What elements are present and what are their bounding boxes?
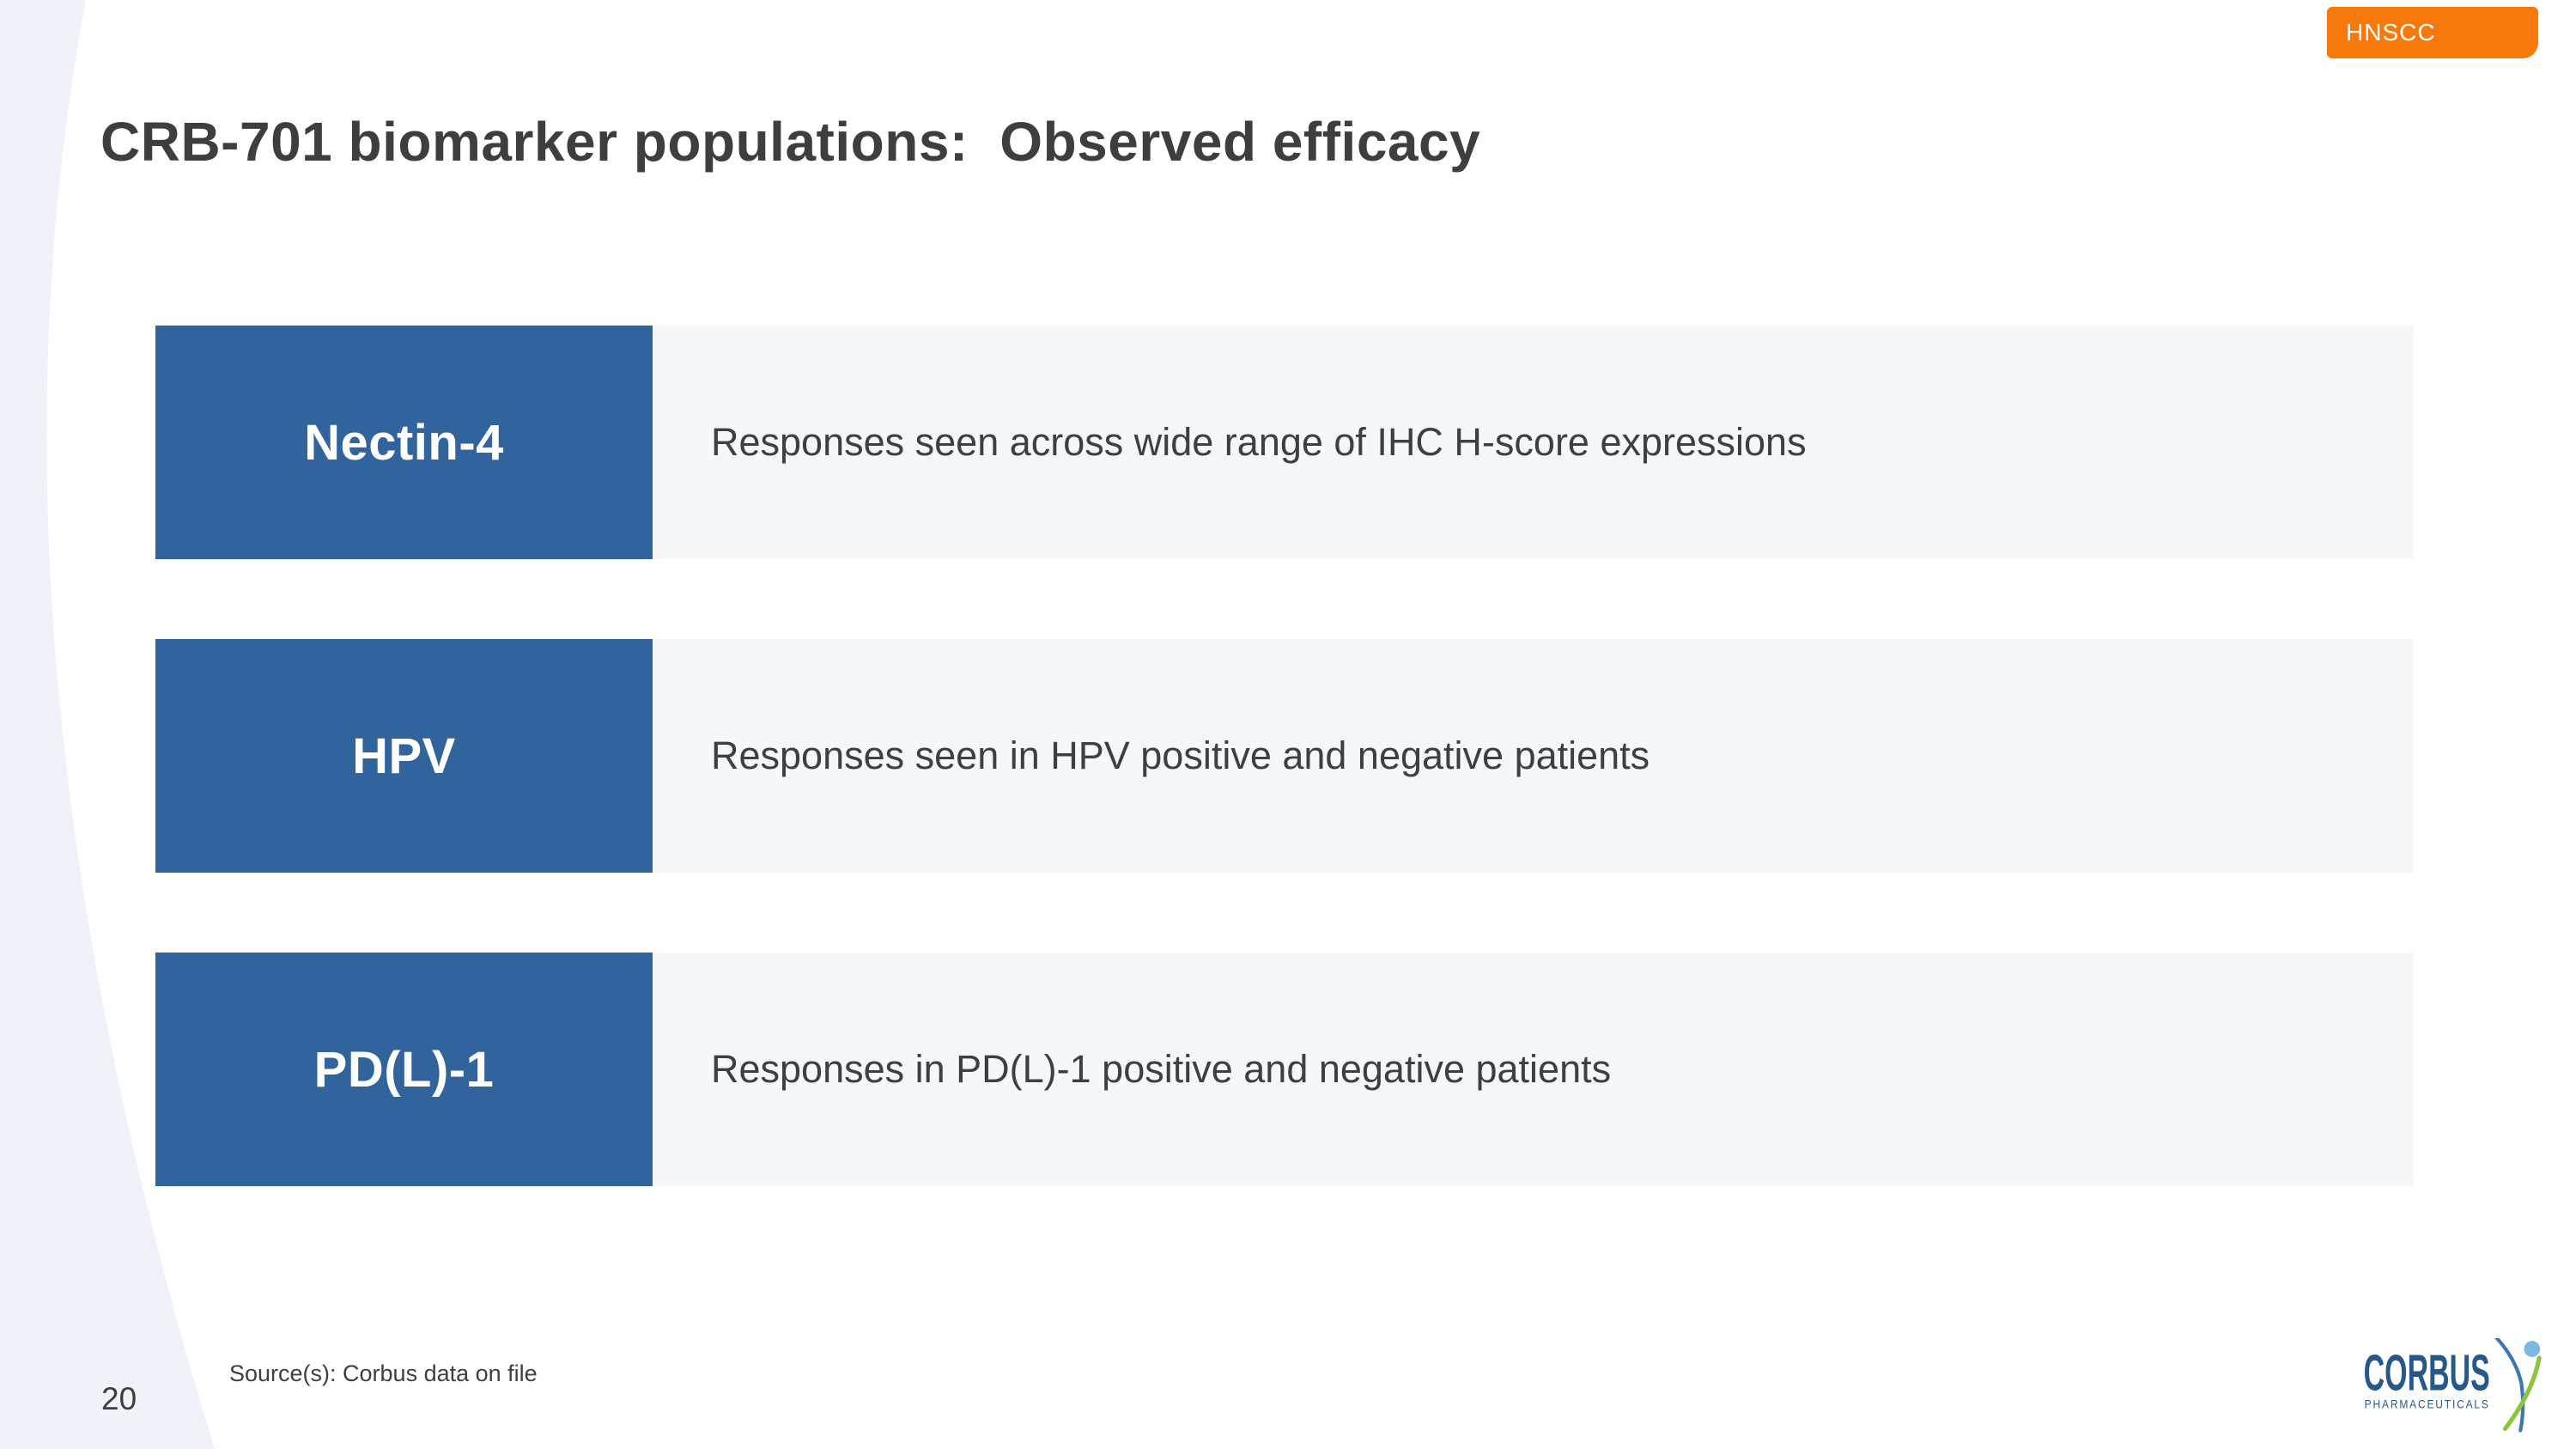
biomarker-description-panel: Responses in PD(L)-1 positive and negati… xyxy=(653,953,2414,1186)
page-number: 20 xyxy=(101,1381,137,1416)
biomarker-label: HPV xyxy=(352,728,456,784)
figure-leg-swoosh-icon xyxy=(2502,1355,2542,1431)
biomarker-label-box: Nectin-4 xyxy=(155,326,653,559)
biomarker-label: Nectin-4 xyxy=(304,414,504,471)
hnscc-badge-label: HNSCC xyxy=(2346,19,2436,46)
corbus-logo-wordmark: CORBUS xyxy=(2364,1344,2490,1402)
biomarker-row-hpv: HPV Responses seen in HPV positive and n… xyxy=(155,639,2414,873)
corbus-logo-subtitle: PHARMACEUTICALS xyxy=(2365,1397,2490,1410)
biomarker-description: Responses in PD(L)-1 positive and negati… xyxy=(711,1047,1612,1091)
page-title: CRB-701 biomarker populations: Observed … xyxy=(100,111,1481,173)
biomarker-label-box: PD(L)-1 xyxy=(155,953,653,1186)
biomarker-description-panel: Responses seen across wide range of IHC … xyxy=(653,326,2414,559)
biomarker-rows: Nectin-4 Responses seen across wide rang… xyxy=(155,326,2414,1266)
biomarker-label: PD(L)-1 xyxy=(313,1041,495,1098)
corbus-logo: CORBUS PHARMACEUTICALS xyxy=(2364,1338,2542,1433)
figure-body-swoosh-icon xyxy=(2494,1338,2525,1433)
biomarker-description: Responses seen in HPV positive and negat… xyxy=(711,734,1650,777)
biomarker-row-nectin4: Nectin-4 Responses seen across wide rang… xyxy=(155,326,2414,559)
biomarker-row-pdl1: PD(L)-1 Responses in PD(L)-1 positive an… xyxy=(155,953,2414,1186)
corbus-logo-figure xyxy=(2494,1338,2542,1433)
hnscc-badge: HNSCC xyxy=(2327,7,2538,58)
biomarker-description-panel: Responses seen in HPV positive and negat… xyxy=(653,639,2414,873)
biomarker-label-box: HPV xyxy=(155,639,653,873)
figure-head-icon xyxy=(2524,1341,2541,1357)
source-note: Source(s): Corbus data on file xyxy=(229,1361,538,1386)
biomarker-description: Responses seen across wide range of IHC … xyxy=(711,420,1807,464)
